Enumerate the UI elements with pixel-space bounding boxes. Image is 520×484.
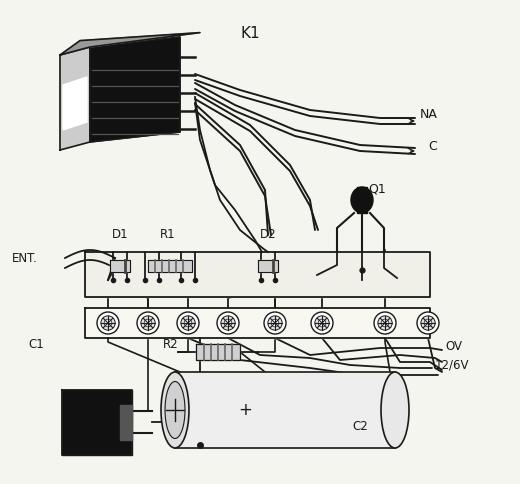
- Ellipse shape: [351, 187, 373, 213]
- Polygon shape: [60, 47, 90, 150]
- Ellipse shape: [165, 381, 185, 439]
- Text: K1: K1: [240, 26, 260, 41]
- Circle shape: [424, 319, 432, 327]
- Text: ENT.: ENT.: [12, 252, 38, 265]
- Circle shape: [374, 312, 396, 334]
- Circle shape: [315, 316, 329, 330]
- Circle shape: [268, 316, 282, 330]
- Text: Q1: Q1: [368, 182, 386, 195]
- Circle shape: [417, 312, 439, 334]
- Circle shape: [224, 319, 232, 327]
- Text: R2: R2: [163, 338, 179, 351]
- Text: +: +: [238, 401, 252, 419]
- Text: C: C: [428, 140, 437, 153]
- Circle shape: [271, 319, 279, 327]
- Text: D1: D1: [112, 228, 128, 241]
- Circle shape: [97, 312, 119, 334]
- Polygon shape: [90, 37, 180, 142]
- Circle shape: [137, 312, 159, 334]
- Circle shape: [311, 312, 333, 334]
- Circle shape: [177, 312, 199, 334]
- Circle shape: [381, 319, 389, 327]
- Text: R1: R1: [160, 228, 176, 241]
- Circle shape: [378, 316, 392, 330]
- Circle shape: [217, 312, 239, 334]
- Circle shape: [264, 312, 286, 334]
- Circle shape: [144, 319, 152, 327]
- Circle shape: [181, 316, 195, 330]
- Polygon shape: [60, 32, 200, 55]
- Polygon shape: [63, 77, 87, 130]
- Circle shape: [101, 316, 115, 330]
- Polygon shape: [120, 405, 132, 440]
- Text: C1: C1: [28, 338, 44, 351]
- Polygon shape: [85, 252, 430, 297]
- Ellipse shape: [161, 372, 189, 448]
- Circle shape: [421, 316, 435, 330]
- Text: C2: C2: [352, 420, 368, 433]
- Polygon shape: [62, 390, 132, 455]
- Polygon shape: [85, 308, 430, 338]
- Text: OV: OV: [445, 340, 462, 353]
- Text: 12/6V: 12/6V: [435, 358, 470, 371]
- Polygon shape: [357, 187, 367, 213]
- Circle shape: [184, 319, 192, 327]
- Circle shape: [104, 319, 112, 327]
- Polygon shape: [175, 372, 395, 448]
- Circle shape: [221, 316, 235, 330]
- Text: NA: NA: [420, 108, 438, 121]
- Ellipse shape: [381, 372, 409, 448]
- Circle shape: [141, 316, 155, 330]
- Circle shape: [318, 319, 326, 327]
- Polygon shape: [196, 344, 240, 360]
- Polygon shape: [110, 260, 130, 272]
- Polygon shape: [258, 260, 278, 272]
- Polygon shape: [148, 260, 192, 272]
- Text: D2: D2: [260, 228, 277, 241]
